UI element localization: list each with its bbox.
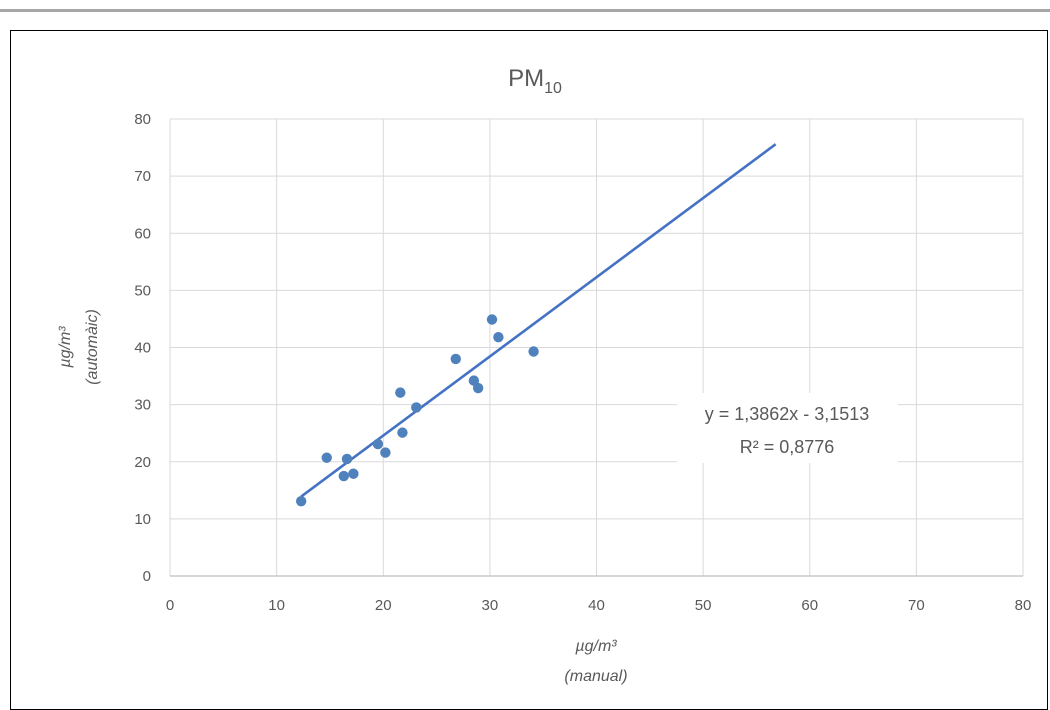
data-point [411, 402, 422, 413]
chart-title-subscript: 10 [544, 80, 562, 97]
x-tick-label: 20 [375, 597, 392, 614]
data-point [493, 332, 504, 343]
x-axis-label-type: (manual) [564, 668, 627, 685]
equation-box [677, 393, 898, 463]
x-tick-label: 70 [908, 597, 925, 614]
y-tick-label: 20 [134, 454, 151, 471]
x-tick-label: 50 [695, 597, 712, 614]
y-tick-label: 0 [143, 568, 151, 585]
r-squared-label: R² = 0,8776 [740, 437, 835, 457]
x-tick-label: 30 [482, 597, 499, 614]
tick-labels: 0 10 20 30 40 50 60 70 80 0 10 20 30 40 50 60 70 80 [134, 111, 1031, 614]
y-axis-label-type: (automàic) [84, 309, 101, 385]
data-point [321, 452, 332, 463]
data-point [472, 382, 484, 394]
data-point [486, 314, 498, 325]
chart-frame [10, 30, 1048, 710]
data-point [295, 495, 307, 507]
x-tick-label: 0 [166, 597, 174, 614]
chart-title-main: PM [508, 65, 544, 92]
trendline-equation: y = 1,3862x - 3,1513 [705, 404, 870, 424]
data-point [397, 427, 408, 438]
y-axis-label-unit: µg/m³ [57, 326, 74, 369]
y-tick-label: 80 [134, 111, 151, 128]
data-point [372, 438, 384, 450]
data-point [450, 353, 461, 365]
x-tick-label: 40 [588, 597, 605, 614]
x-tick-label: 60 [801, 597, 818, 614]
data-points [295, 314, 539, 507]
y-tick-label: 30 [134, 397, 151, 414]
trendline-group [300, 143, 777, 498]
chart-title: PM10 [508, 65, 562, 97]
y-tick-label: 10 [134, 511, 151, 528]
data-point [395, 387, 406, 398]
data-point [528, 346, 539, 357]
data-point [380, 447, 391, 458]
data-point [338, 470, 349, 482]
top-divider [0, 9, 1050, 12]
x-tick-label: 10 [268, 597, 285, 614]
x-tick-label: 80 [1015, 597, 1032, 614]
x-axis-label-unit: µg/m³ [574, 638, 617, 655]
data-point [341, 453, 353, 465]
grid-lines [169, 118, 1024, 577]
y-tick-label: 50 [134, 282, 151, 299]
y-tick-label: 70 [134, 168, 151, 185]
data-point [348, 468, 359, 479]
y-tick-label: 60 [134, 225, 151, 242]
y-tick-label: 40 [134, 340, 151, 357]
trendline [300, 143, 777, 498]
